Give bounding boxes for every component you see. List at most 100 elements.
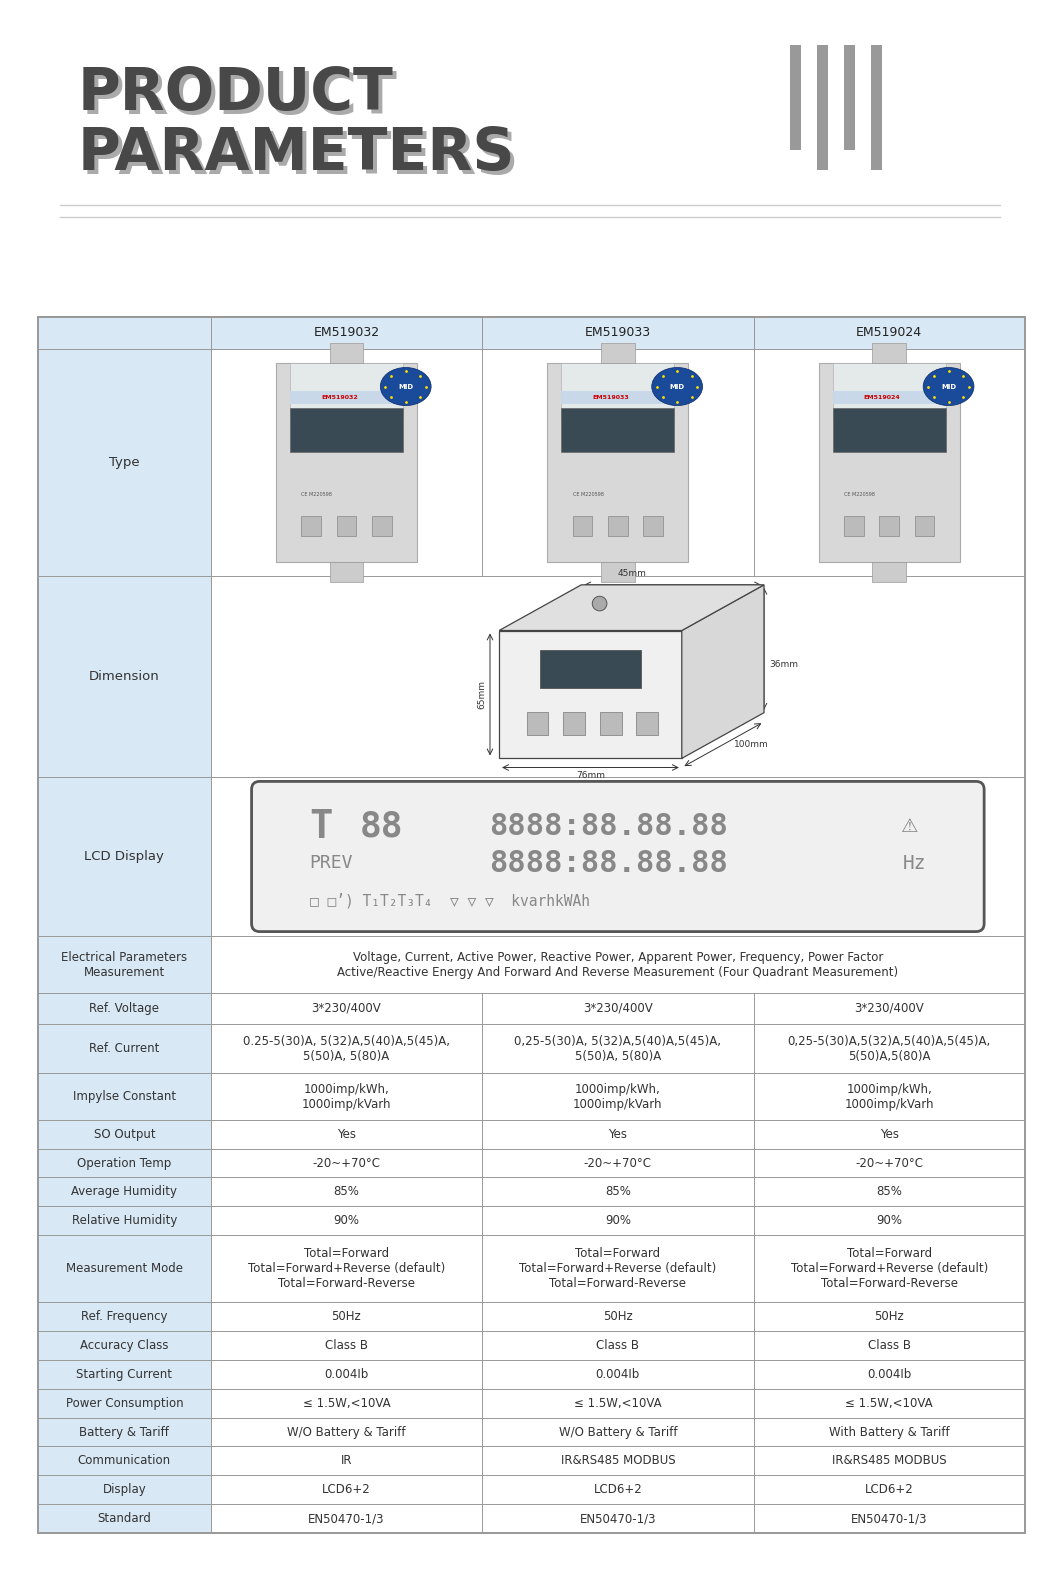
Bar: [211, 1476, 1025, 1504]
Bar: [211, 1331, 1025, 1359]
Bar: [915, 517, 935, 536]
Text: Yes: Yes: [608, 1128, 628, 1140]
Bar: [211, 937, 1025, 994]
Bar: [38, 1418, 211, 1446]
Text: Hz: Hz: [902, 854, 926, 873]
FancyBboxPatch shape: [251, 781, 984, 931]
Text: W/O Battery & Tariff: W/O Battery & Tariff: [287, 1425, 406, 1438]
Text: 3*230/400V: 3*230/400V: [583, 1002, 653, 1014]
Text: Yes: Yes: [880, 1128, 899, 1140]
Text: PARAMETERS: PARAMETERS: [82, 129, 519, 186]
Text: Class B: Class B: [325, 1339, 368, 1351]
Text: 0.004Ib: 0.004Ib: [596, 1367, 640, 1381]
Bar: [572, 517, 593, 536]
Text: Battery & Tariff: Battery & Tariff: [80, 1425, 170, 1438]
Bar: [211, 994, 1025, 1024]
Text: -20~+70°C: -20~+70°C: [313, 1156, 381, 1170]
Bar: [276, 362, 417, 562]
Bar: [38, 317, 1025, 1532]
Bar: [211, 1148, 1025, 1178]
Text: 1000imp/kWh,
1000imp/kVarh: 1000imp/kWh, 1000imp/kVarh: [302, 1082, 391, 1110]
Bar: [211, 1418, 1025, 1446]
Text: Ref. Frequency: Ref. Frequency: [82, 1310, 167, 1323]
Text: 65mm: 65mm: [477, 680, 487, 709]
Ellipse shape: [381, 367, 431, 406]
Bar: [790, 46, 801, 150]
Bar: [38, 1148, 211, 1178]
Text: Class B: Class B: [868, 1339, 911, 1351]
Bar: [38, 1303, 211, 1331]
Bar: [38, 317, 1025, 1532]
Text: Relative Humidity: Relative Humidity: [72, 1214, 177, 1227]
Bar: [562, 408, 674, 452]
Text: 88: 88: [360, 810, 404, 844]
Text: Average Humidity: Average Humidity: [71, 1186, 177, 1199]
Bar: [211, 776, 1025, 937]
Text: 36mm: 36mm: [770, 660, 798, 669]
Text: Ref. Voltage: Ref. Voltage: [89, 1002, 159, 1014]
Text: Yes: Yes: [337, 1128, 356, 1140]
Bar: [211, 576, 1025, 776]
Bar: [563, 712, 585, 736]
Bar: [211, 1206, 1025, 1235]
Bar: [211, 1120, 1025, 1148]
Text: EN50470-1/3: EN50470-1/3: [580, 1512, 656, 1525]
Text: 8888:88.88.88: 8888:88.88.88: [489, 849, 728, 877]
Text: ⚠: ⚠: [901, 817, 919, 836]
Text: Starting Current: Starting Current: [76, 1367, 173, 1381]
Bar: [38, 350, 211, 576]
Bar: [211, 1389, 1025, 1418]
Bar: [562, 391, 674, 405]
Bar: [872, 343, 906, 362]
Bar: [330, 562, 364, 583]
Text: MID: MID: [941, 384, 956, 389]
Text: Accuracy Class: Accuracy Class: [81, 1339, 169, 1351]
Bar: [38, 994, 211, 1024]
Bar: [372, 517, 391, 536]
Polygon shape: [499, 630, 682, 759]
Bar: [330, 343, 364, 362]
Bar: [38, 1476, 211, 1504]
Text: CE M220598: CE M220598: [301, 491, 332, 496]
Text: EM519032: EM519032: [321, 395, 358, 400]
Bar: [290, 391, 403, 405]
Text: Type: Type: [109, 455, 140, 469]
Bar: [880, 517, 899, 536]
Bar: [211, 1024, 1025, 1074]
Text: Measurement Mode: Measurement Mode: [66, 1262, 183, 1276]
Bar: [833, 391, 946, 405]
Bar: [38, 1331, 211, 1359]
Bar: [817, 46, 828, 170]
Text: EM519033: EM519033: [585, 326, 651, 340]
Text: Ref. Current: Ref. Current: [89, 1043, 160, 1055]
Text: LCD6+2: LCD6+2: [322, 1484, 371, 1496]
Text: Dimension: Dimension: [89, 669, 160, 682]
Bar: [636, 712, 658, 736]
Bar: [541, 649, 640, 688]
Bar: [38, 1235, 211, 1303]
Circle shape: [593, 597, 607, 611]
Bar: [211, 1504, 1025, 1532]
Text: Class B: Class B: [597, 1339, 639, 1351]
Bar: [601, 562, 635, 583]
Bar: [833, 408, 946, 452]
Text: CE M220598: CE M220598: [572, 491, 603, 496]
Text: 1000imp/kWh,
1000imp/kVarh: 1000imp/kWh, 1000imp/kVarh: [573, 1082, 662, 1110]
Bar: [527, 712, 548, 736]
Text: 90%: 90%: [605, 1214, 631, 1227]
Text: EN50470-1/3: EN50470-1/3: [308, 1512, 385, 1525]
Bar: [211, 1074, 1025, 1120]
Text: 90%: 90%: [877, 1214, 902, 1227]
Text: Total=Forward
Total=Forward+Reverse (default)
Total=Forward-Reverse: Total=Forward Total=Forward+Reverse (def…: [248, 1247, 445, 1290]
Bar: [871, 46, 882, 170]
Bar: [833, 362, 946, 419]
Bar: [211, 350, 1025, 576]
Text: CE M220598: CE M220598: [844, 491, 874, 496]
Text: PRODUCT: PRODUCT: [78, 65, 394, 121]
Text: 3*230/400V: 3*230/400V: [312, 1002, 382, 1014]
Polygon shape: [499, 584, 764, 630]
Text: EM519032: EM519032: [314, 326, 379, 340]
Text: 0.004Ib: 0.004Ib: [867, 1367, 912, 1381]
Bar: [844, 46, 855, 150]
Bar: [547, 362, 688, 562]
